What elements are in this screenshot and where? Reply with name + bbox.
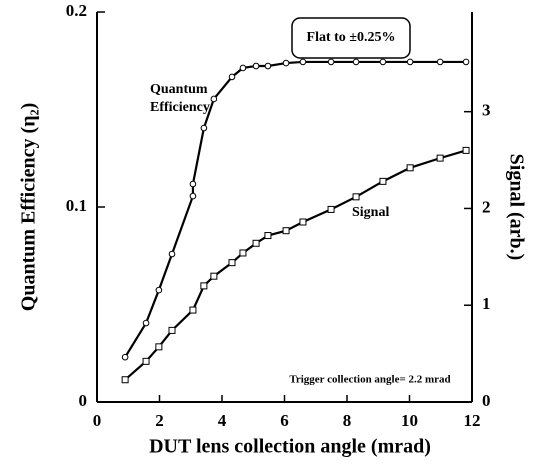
marker xyxy=(379,58,387,66)
x-tick-label: 6 xyxy=(280,411,289,430)
y-tick-label: 0.1 xyxy=(66,196,87,215)
y2-tick-label: 2 xyxy=(482,197,491,216)
annotation: Flat to ±0.25% xyxy=(307,30,396,45)
marker xyxy=(282,59,290,67)
marker xyxy=(264,232,272,240)
x-tick-label: 10 xyxy=(401,411,418,430)
marker xyxy=(252,62,260,70)
marker xyxy=(121,376,129,384)
marker xyxy=(155,286,163,294)
marker xyxy=(327,58,335,66)
marker xyxy=(142,319,150,327)
annotation-box xyxy=(291,17,411,59)
x-tick-label: 12 xyxy=(464,411,481,430)
marker xyxy=(282,227,290,235)
y2-tick-label: 1 xyxy=(482,294,491,313)
x-tick-label: 4 xyxy=(218,411,227,430)
annotation: Trigger collection angle= 2.2 mrad xyxy=(289,374,450,386)
marker xyxy=(168,326,176,334)
marker xyxy=(210,95,218,103)
marker xyxy=(406,164,414,172)
marker xyxy=(189,180,197,188)
marker xyxy=(239,64,247,72)
x-tick-label: 0 xyxy=(93,411,102,430)
marker xyxy=(189,306,197,314)
series-label: Signal xyxy=(352,205,389,220)
y-tick-label: 0 xyxy=(79,391,88,410)
marker xyxy=(142,357,150,365)
marker xyxy=(155,343,163,351)
marker xyxy=(299,218,307,226)
marker xyxy=(352,58,360,66)
marker xyxy=(168,250,176,258)
marker xyxy=(200,282,208,290)
marker xyxy=(406,58,414,66)
marker xyxy=(121,353,129,361)
y-axis-label: Quantum Efficiency (η₂) xyxy=(18,103,40,311)
marker xyxy=(189,192,197,200)
y2-axis-label: Signal (arb.) xyxy=(505,154,527,261)
marker xyxy=(436,58,444,66)
marker xyxy=(352,193,360,201)
marker xyxy=(210,272,218,280)
marker xyxy=(200,124,208,132)
marker xyxy=(436,154,444,162)
x-tick-label: 8 xyxy=(343,411,352,430)
y2-tick-label: 3 xyxy=(482,101,491,120)
marker xyxy=(379,177,387,185)
y-tick-label: 0.2 xyxy=(66,1,87,20)
marker xyxy=(239,249,247,257)
x-tick-label: 2 xyxy=(155,411,164,430)
marker xyxy=(462,146,470,154)
marker xyxy=(462,58,470,66)
series-label: Quantum Efficiency xyxy=(150,82,210,115)
series-line xyxy=(124,149,467,381)
marker xyxy=(252,239,260,247)
marker xyxy=(264,62,272,70)
marker xyxy=(228,259,236,267)
marker xyxy=(327,205,335,213)
marker xyxy=(299,58,307,66)
marker xyxy=(228,73,236,81)
series-line xyxy=(124,60,467,358)
y2-tick-label: 0 xyxy=(482,391,491,410)
x-axis-label: DUT lens collection angle (mrad) xyxy=(149,436,431,458)
